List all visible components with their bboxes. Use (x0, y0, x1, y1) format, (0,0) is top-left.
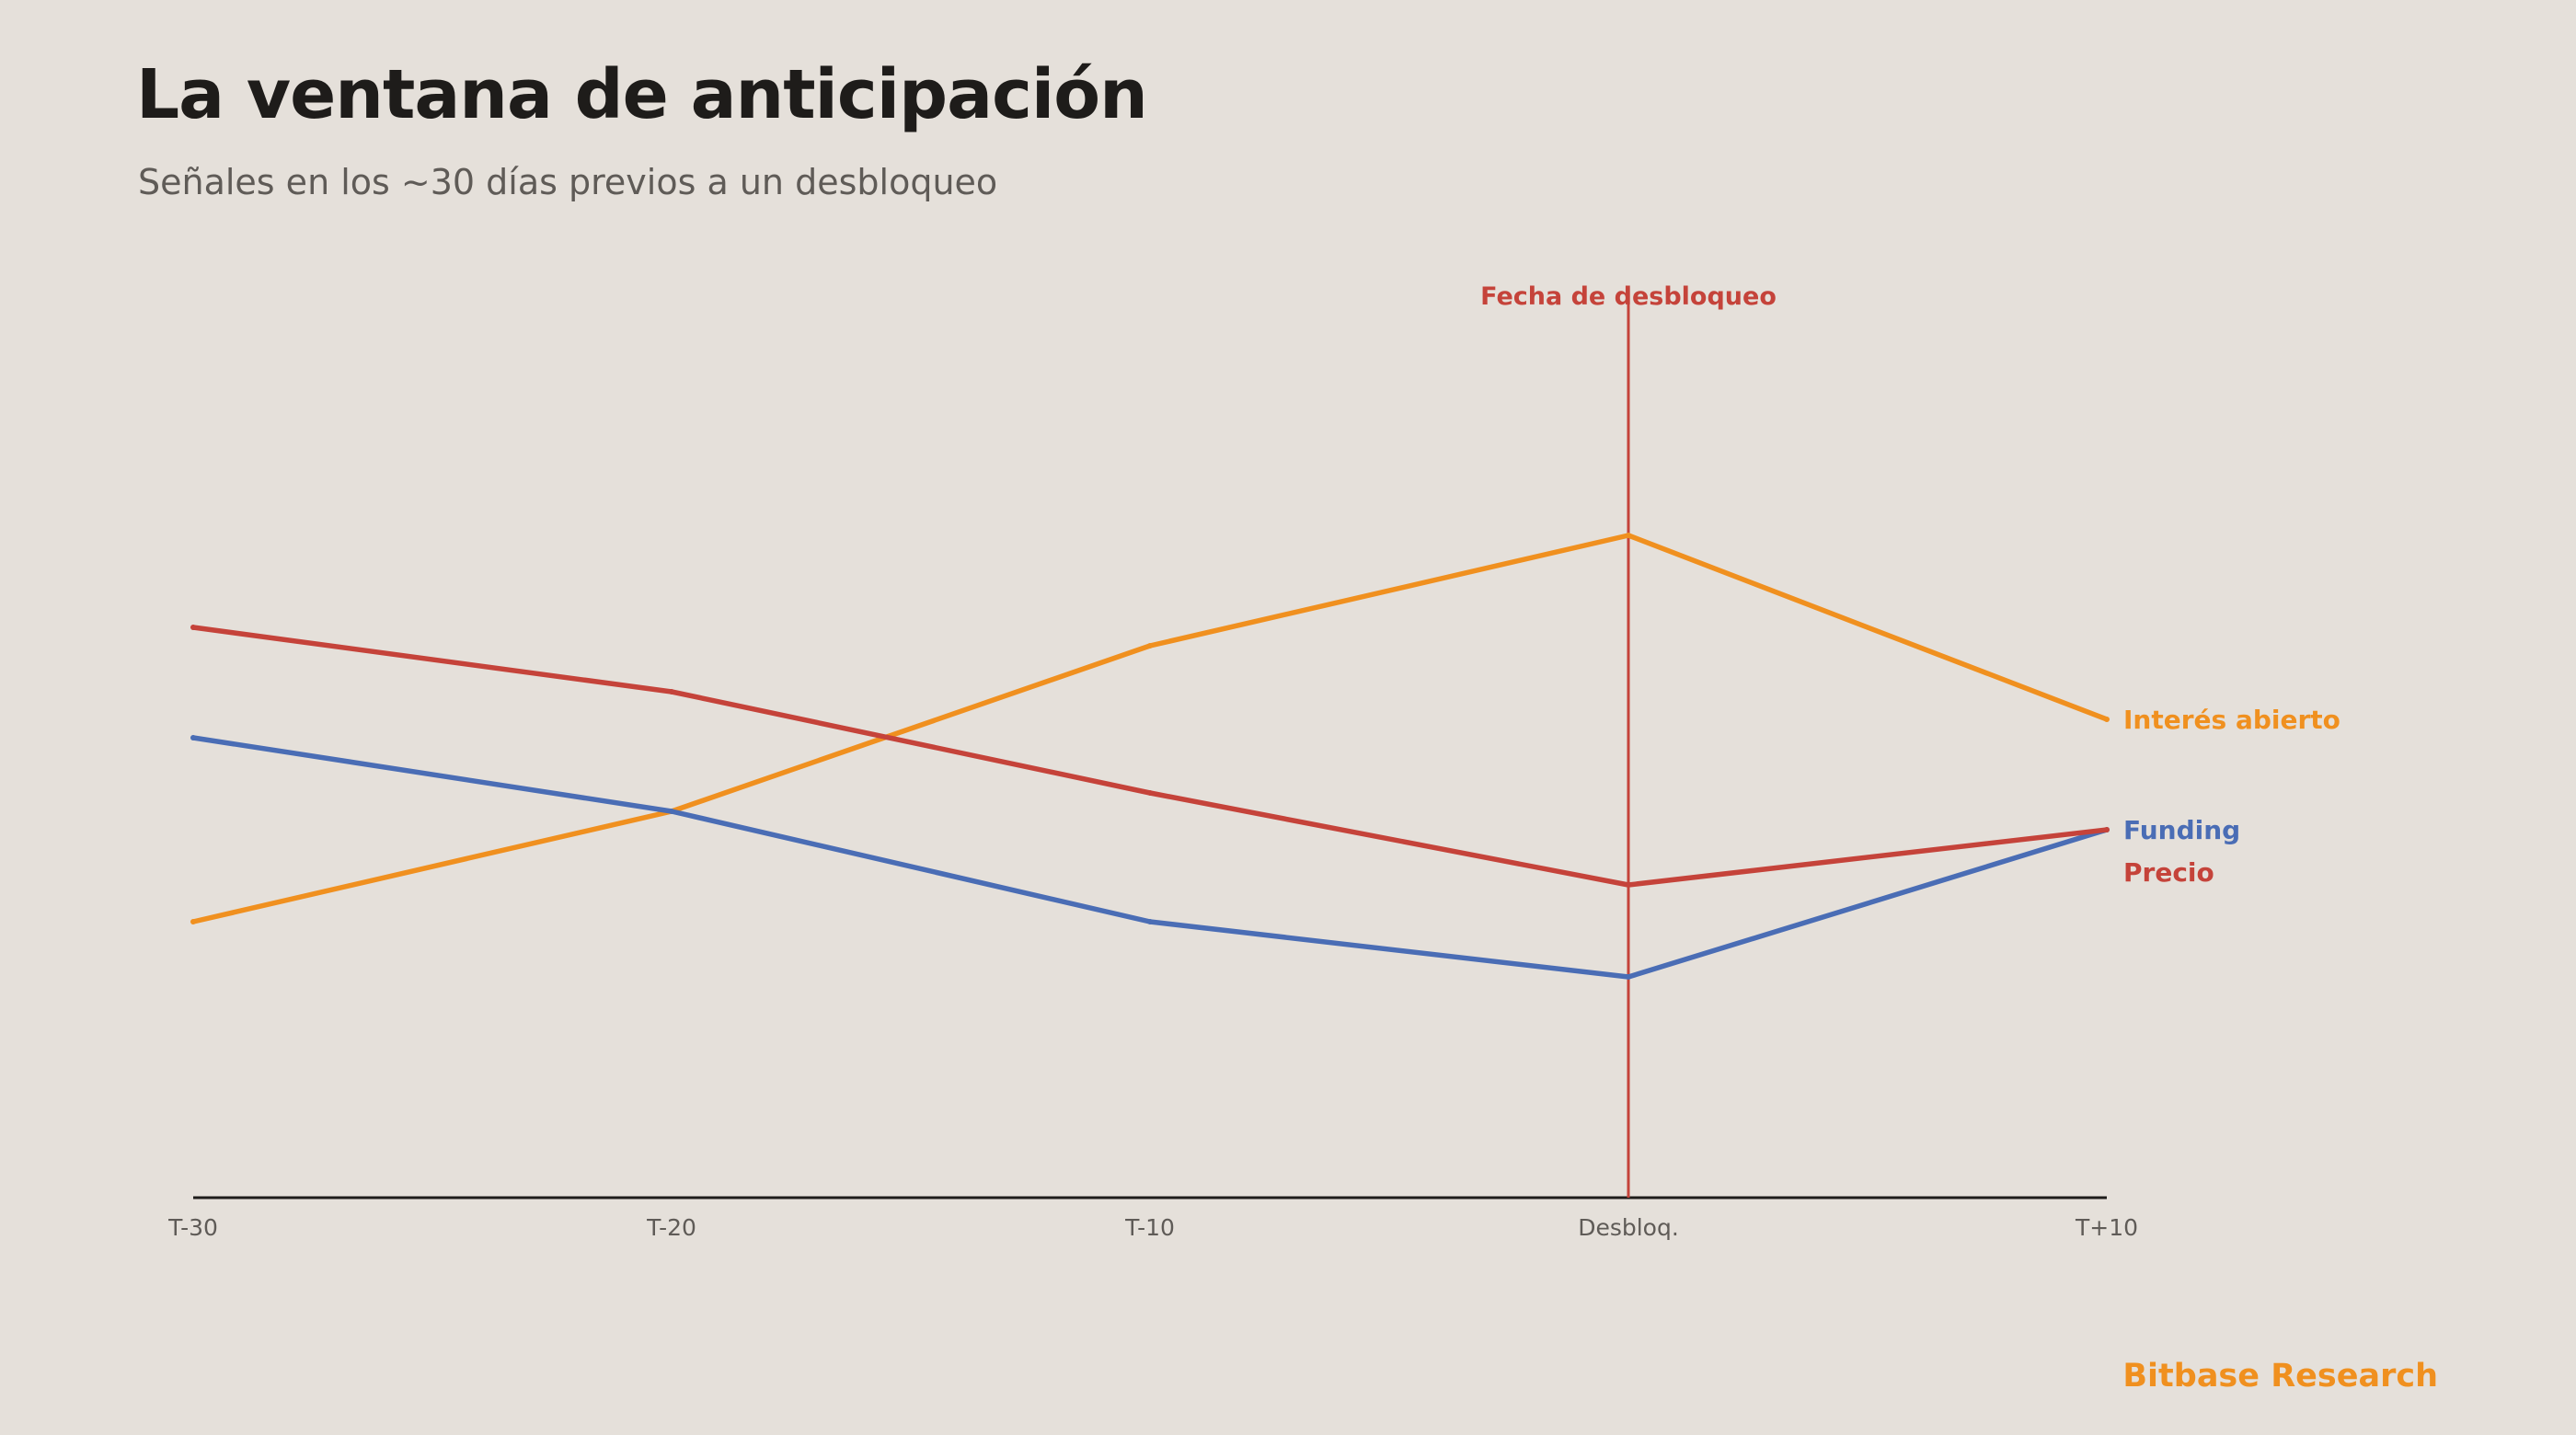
data-point-precio (1626, 882, 1631, 888)
x-tick-label: T-30 (167, 1214, 218, 1241)
x-tick-label: T-10 (1124, 1214, 1175, 1241)
x-tick-label: Desbloq. (1578, 1214, 1679, 1241)
unlock-date-label: Fecha de desbloqueo (1480, 282, 1777, 311)
data-point-interes-abierto (1626, 533, 1631, 538)
series-label-interes-abierto: Interés abierto (2123, 705, 2340, 735)
chart-subtitle: Señales en los ~30 días previos a un des… (138, 162, 998, 202)
data-point-funding (1626, 974, 1631, 980)
data-point-interes-abierto (1147, 643, 1153, 649)
data-point-interes-abierto (2104, 717, 2110, 722)
brand-label: Bitbase Research (2122, 1358, 2438, 1395)
data-point-precio (2104, 827, 2110, 832)
x-tick-label: T-20 (646, 1214, 696, 1241)
data-point-precio (669, 689, 674, 695)
data-point-funding (1147, 919, 1153, 924)
data-point-funding (190, 735, 196, 740)
data-point-funding (669, 809, 674, 814)
data-point-precio (190, 625, 196, 630)
series-label-precio: Precio (2123, 857, 2214, 888)
series-line-precio (190, 625, 2110, 888)
series-label-funding: Funding (2123, 815, 2240, 845)
data-point-interes-abierto (190, 919, 196, 924)
x-tick-label: T+10 (2075, 1214, 2138, 1241)
data-point-precio (1147, 790, 1153, 796)
chart-title: La ventana de anticipación (136, 55, 1148, 134)
